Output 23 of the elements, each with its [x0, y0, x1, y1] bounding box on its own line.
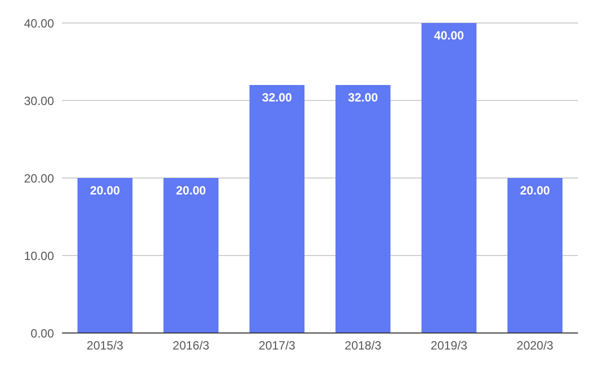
bar [249, 85, 304, 333]
x-tick-label: 2016/3 [172, 338, 210, 353]
x-tick-label: 2017/3 [258, 338, 296, 353]
x-tick-label: 2015/3 [86, 338, 124, 353]
y-tick-label: 40.00 [24, 16, 54, 30]
data-label: 20.00 [90, 184, 120, 198]
y-tick-label: 10.00 [24, 248, 54, 263]
bar [163, 178, 218, 333]
bar [507, 178, 562, 333]
data-label: 32.00 [262, 90, 292, 105]
bar [77, 178, 132, 333]
x-tick-label: 2018/3 [344, 338, 382, 353]
data-label: 32.00 [348, 90, 378, 105]
bar [421, 23, 476, 333]
y-tick-label: 20.00 [24, 171, 54, 186]
x-tick-label: 2019/3 [430, 338, 468, 353]
data-label: 20.00 [520, 184, 550, 198]
y-tick-label: 0.00 [30, 326, 54, 340]
x-tick-label: 2020/3 [516, 338, 554, 353]
data-label: 20.00 [176, 184, 206, 198]
y-tick-label: 30.00 [24, 94, 54, 108]
bar [335, 85, 390, 333]
data-label: 40.00 [434, 28, 464, 43]
